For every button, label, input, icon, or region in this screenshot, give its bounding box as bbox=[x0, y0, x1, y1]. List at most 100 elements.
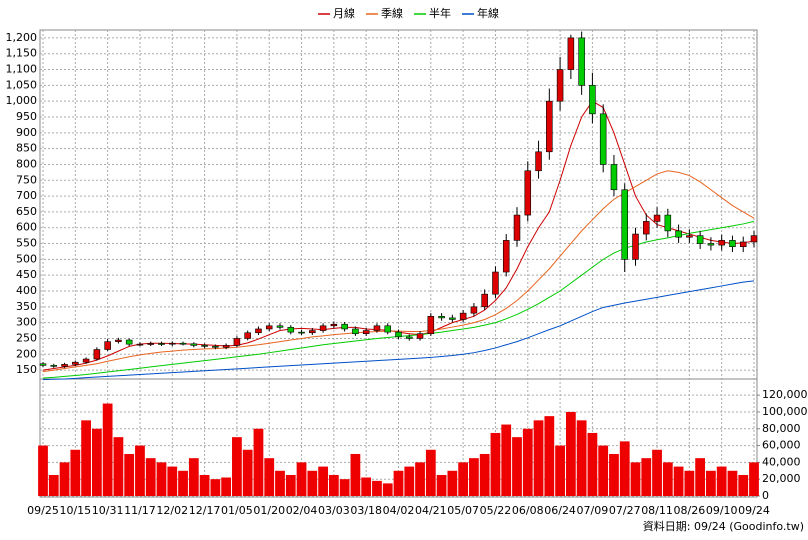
volume-bar bbox=[738, 474, 749, 496]
volume-bar bbox=[544, 416, 555, 496]
candle-body bbox=[384, 325, 391, 333]
legend-label: 半年 bbox=[429, 6, 451, 20]
candle-body bbox=[309, 330, 316, 334]
x-tick-label: 08/26 bbox=[674, 504, 706, 517]
candle-body bbox=[653, 214, 661, 222]
candle-body bbox=[438, 316, 445, 319]
x-tick-label: 09/10 bbox=[706, 504, 738, 517]
y2-tick-label: 100,000 bbox=[762, 405, 808, 418]
candle-body bbox=[621, 189, 628, 260]
x-tick-label: 01/20 bbox=[253, 504, 285, 517]
candle-body bbox=[190, 343, 198, 346]
volume-bar bbox=[81, 420, 91, 496]
volume-bar bbox=[716, 466, 727, 496]
legend-label: 季線 bbox=[381, 6, 403, 20]
candle-body bbox=[459, 312, 467, 320]
volume-bar bbox=[749, 462, 759, 496]
y-tick-label: 1,100 bbox=[6, 63, 38, 76]
x-tick-label: 01/05 bbox=[221, 504, 253, 517]
candle-body bbox=[125, 339, 133, 345]
candle-body bbox=[212, 346, 219, 348]
x-tick-label: 12/02 bbox=[156, 504, 188, 517]
candle-body bbox=[664, 214, 672, 232]
y-tick-label: 1,200 bbox=[6, 31, 38, 44]
candle-body bbox=[330, 323, 338, 327]
y2-tick-label: 0 bbox=[762, 489, 769, 502]
x-tick-label: 09/24 bbox=[738, 504, 770, 517]
volume-bar bbox=[232, 437, 242, 496]
volume-bar bbox=[318, 466, 328, 496]
x-tick-label: 04/02 bbox=[383, 504, 415, 517]
volume-bar bbox=[253, 428, 264, 496]
volume-bar bbox=[178, 470, 188, 496]
volume-bar bbox=[490, 432, 501, 496]
volume-bar bbox=[221, 477, 232, 496]
candle-body bbox=[93, 349, 101, 360]
candle-body bbox=[675, 230, 682, 238]
candle-body bbox=[481, 293, 488, 308]
volume-bar bbox=[587, 432, 598, 496]
x-tick-label: 12/17 bbox=[189, 504, 221, 517]
candle-body bbox=[416, 333, 424, 339]
candle-body bbox=[546, 100, 553, 153]
volume-bar bbox=[135, 445, 145, 496]
legend-label: 年線 bbox=[477, 6, 499, 20]
volume-bar bbox=[275, 470, 285, 496]
volume-bar bbox=[350, 453, 361, 496]
moving-average-line bbox=[42, 280, 755, 381]
y-tick-label: 150 bbox=[16, 363, 37, 376]
y-tick-label: 250 bbox=[16, 331, 37, 344]
candle-body bbox=[169, 342, 176, 345]
candle-body bbox=[729, 240, 736, 248]
x-tick-label: 06/08 bbox=[512, 504, 544, 517]
volume-bar bbox=[307, 470, 318, 496]
volume-bar bbox=[113, 437, 124, 496]
volume-bar bbox=[296, 462, 307, 496]
candle-body bbox=[427, 316, 435, 335]
volume-bar bbox=[576, 420, 587, 496]
volume-bar bbox=[555, 445, 565, 496]
candle-body bbox=[567, 37, 575, 70]
x-tick-label: 03/03 bbox=[318, 504, 350, 517]
candle-body bbox=[50, 365, 58, 367]
x-tick-label: 10/15 bbox=[59, 504, 91, 517]
volume-bar bbox=[695, 458, 706, 496]
volume-bar bbox=[48, 474, 59, 496]
volume-bar bbox=[533, 420, 544, 496]
x-tick-label: 09/25 bbox=[27, 504, 59, 517]
volume-bar bbox=[630, 462, 641, 496]
volume-bar bbox=[469, 458, 479, 496]
x-tick-label: 07/09 bbox=[577, 504, 609, 517]
candle-body bbox=[524, 170, 532, 216]
y2-tick-label: 40,000 bbox=[762, 455, 801, 468]
y-tick-label: 1,050 bbox=[6, 78, 38, 91]
candle-body bbox=[352, 328, 359, 335]
y-tick-label: 700 bbox=[16, 189, 37, 202]
x-tick-label: 02/04 bbox=[286, 504, 318, 517]
candle-body bbox=[535, 151, 542, 172]
volume-bar bbox=[382, 483, 393, 496]
candle-body bbox=[610, 164, 618, 191]
candle-body bbox=[492, 271, 499, 295]
volume-bar bbox=[372, 480, 382, 496]
y-tick-label: 550 bbox=[16, 237, 37, 250]
candle-body bbox=[319, 325, 327, 331]
volume-bar bbox=[727, 470, 738, 496]
x-tick-label: 08/11 bbox=[641, 504, 673, 517]
volume-bar bbox=[436, 474, 447, 496]
x-tick-label: 11/17 bbox=[124, 504, 156, 517]
candle-body bbox=[179, 342, 187, 345]
volume-bar bbox=[565, 411, 576, 496]
candle-body bbox=[233, 338, 241, 346]
y2-tick-label: 120,000 bbox=[762, 388, 808, 401]
y2-tick-label: 80,000 bbox=[762, 422, 801, 435]
volume-bar bbox=[38, 445, 48, 496]
candle-body bbox=[718, 240, 725, 246]
x-tick-label: 07/27 bbox=[609, 504, 641, 517]
y-tick-label: 850 bbox=[16, 142, 37, 155]
candle-body bbox=[136, 343, 144, 346]
y2-tick-label: 60,000 bbox=[762, 439, 801, 452]
volume-bar bbox=[447, 470, 458, 496]
candle-body bbox=[556, 69, 564, 102]
candle-body bbox=[696, 235, 704, 244]
